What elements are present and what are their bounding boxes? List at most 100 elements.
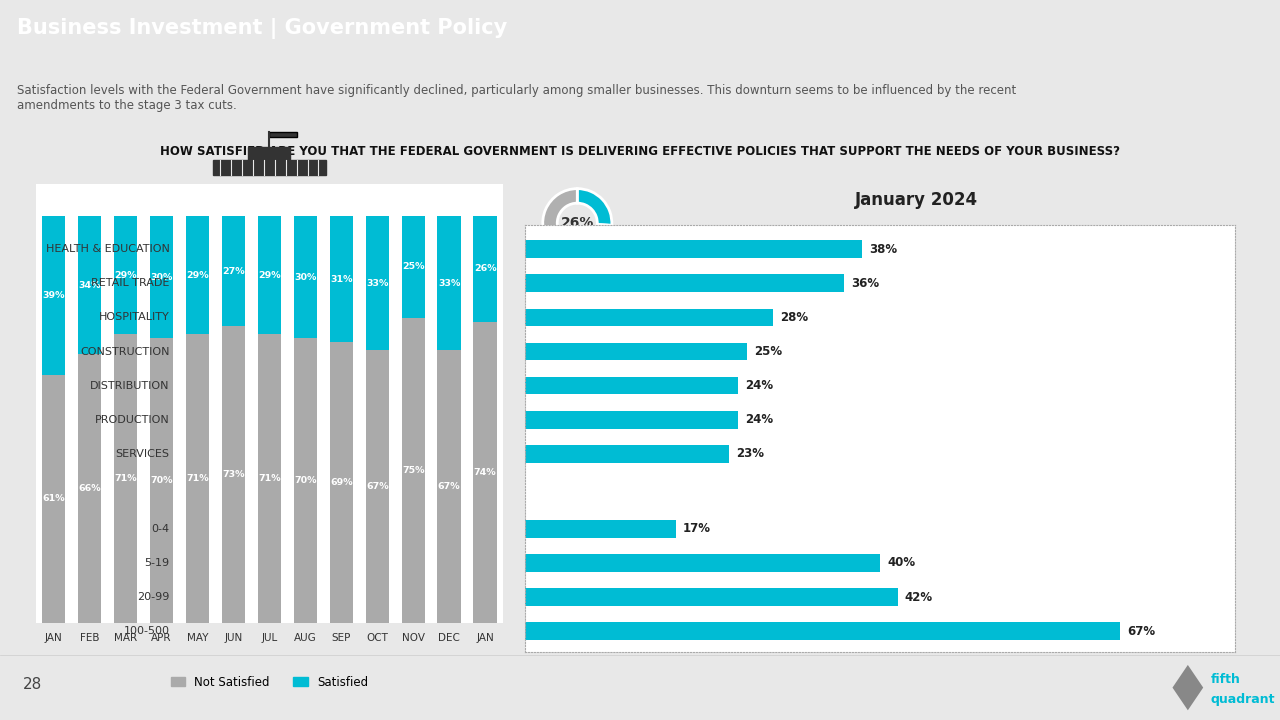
Text: DISTRIBUTION: DISTRIBUTION	[90, 381, 170, 391]
Text: 70%: 70%	[294, 476, 316, 485]
Bar	[293, 216, 317, 338]
Text: 28%: 28%	[781, 311, 809, 324]
Text: 33%: 33%	[366, 279, 388, 288]
Text: 24%: 24%	[745, 413, 773, 426]
FancyBboxPatch shape	[248, 147, 291, 160]
Text: 69%: 69%	[330, 478, 352, 487]
Text: 71%: 71%	[187, 474, 209, 483]
Bar	[438, 351, 461, 623]
Bar	[402, 216, 425, 318]
Text: 17%: 17%	[682, 522, 710, 536]
Text: HOW SATISFIED ARE YOU THAT THE FEDERAL GOVERNMENT IS DELIVERING EFFECTIVE POLICI: HOW SATISFIED ARE YOU THAT THE FEDERAL G…	[160, 145, 1120, 158]
Text: Satisfaction levels with the Federal Government have significantly declined, par: Satisfaction levels with the Federal Gov…	[17, 84, 1016, 112]
Text: Business Investment | Government Policy: Business Investment | Government Policy	[17, 18, 507, 39]
Text: SERVICES: SERVICES	[115, 449, 170, 459]
Wedge shape	[577, 189, 612, 225]
Text: 30%: 30%	[294, 273, 316, 282]
Bar	[257, 334, 282, 623]
Bar	[525, 274, 845, 292]
Text: 67%: 67%	[366, 482, 389, 491]
Wedge shape	[543, 189, 612, 258]
Bar	[78, 216, 101, 354]
Polygon shape	[1172, 665, 1203, 710]
Text: 28: 28	[23, 677, 42, 692]
FancyBboxPatch shape	[270, 132, 297, 137]
Bar	[186, 216, 209, 334]
Text: CONSTRUCTION: CONSTRUCTION	[81, 346, 170, 356]
Text: 71%: 71%	[114, 474, 137, 483]
Text: 30%: 30%	[151, 273, 173, 282]
Text: 26%: 26%	[561, 216, 594, 230]
Text: HOSPITALITY: HOSPITALITY	[99, 312, 170, 323]
Bar	[150, 338, 173, 623]
Bar	[114, 334, 137, 623]
Text: fifth: fifth	[1211, 673, 1240, 686]
Bar	[221, 326, 246, 623]
Bar	[330, 216, 353, 342]
Bar	[525, 240, 863, 258]
Text: January 2024: January 2024	[855, 191, 978, 209]
Text: 25%: 25%	[402, 263, 425, 271]
Text: 67%: 67%	[1126, 625, 1155, 638]
Bar	[525, 343, 746, 361]
Text: 5-19: 5-19	[145, 558, 170, 568]
Bar	[525, 554, 881, 572]
Text: HEALTH & EDUCATION: HEALTH & EDUCATION	[46, 244, 170, 254]
Text: 33%: 33%	[438, 279, 461, 288]
Text: PRODUCTION: PRODUCTION	[95, 415, 170, 425]
Text: 38%: 38%	[869, 243, 897, 256]
Text: 66%: 66%	[78, 484, 101, 493]
Bar	[525, 588, 897, 606]
Text: quadrant: quadrant	[1211, 693, 1275, 706]
Text: 0-4: 0-4	[151, 524, 170, 534]
Bar	[525, 377, 739, 395]
Bar	[186, 334, 209, 623]
Legend: Not Satisfied, Satisfied: Not Satisfied, Satisfied	[166, 671, 372, 694]
Bar	[114, 216, 137, 334]
Bar	[438, 216, 461, 351]
Bar	[330, 342, 353, 623]
Text: 61%: 61%	[42, 494, 65, 503]
FancyBboxPatch shape	[214, 160, 325, 175]
Bar	[257, 216, 282, 334]
Text: 29%: 29%	[259, 271, 280, 279]
Text: 40%: 40%	[887, 557, 915, 570]
Bar	[525, 309, 773, 326]
Bar	[78, 354, 101, 623]
Text: 74%: 74%	[474, 468, 497, 477]
Text: 36%: 36%	[851, 276, 879, 290]
Text: 23%: 23%	[736, 447, 764, 460]
Text: 24%: 24%	[745, 379, 773, 392]
Bar	[402, 318, 425, 623]
Text: RETAIL TRADE: RETAIL TRADE	[91, 279, 170, 288]
Text: 34%: 34%	[78, 281, 101, 289]
Text: 70%: 70%	[150, 476, 173, 485]
Text: 27%: 27%	[223, 266, 244, 276]
Bar	[42, 374, 65, 623]
Text: 29%: 29%	[187, 271, 209, 279]
Text: 100-500: 100-500	[124, 626, 170, 636]
Bar	[150, 216, 173, 338]
Text: 25%: 25%	[754, 345, 782, 358]
Bar	[366, 216, 389, 351]
Bar	[293, 338, 317, 623]
Text: 29%: 29%	[114, 271, 137, 279]
Bar	[525, 520, 676, 538]
Bar	[366, 351, 389, 623]
Text: 73%: 73%	[223, 470, 244, 479]
Bar	[42, 216, 65, 374]
Bar	[525, 622, 1120, 640]
Text: 75%: 75%	[402, 466, 425, 474]
Bar	[221, 216, 246, 326]
Bar	[525, 445, 730, 463]
Text: 67%: 67%	[438, 482, 461, 491]
Text: 42%: 42%	[905, 590, 933, 603]
Text: 39%: 39%	[42, 291, 65, 300]
Bar	[474, 216, 497, 322]
Text: 71%: 71%	[259, 474, 280, 483]
Text: 31%: 31%	[330, 274, 352, 284]
Text: 20-99: 20-99	[137, 592, 170, 602]
Text: 26%: 26%	[474, 264, 497, 274]
Bar	[525, 411, 739, 428]
Bar	[474, 322, 497, 623]
